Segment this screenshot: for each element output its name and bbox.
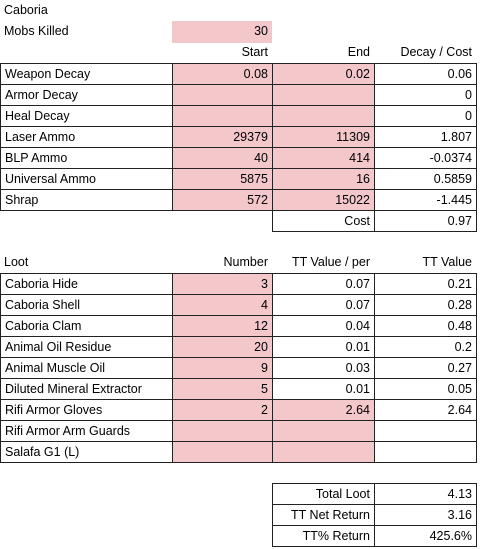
label: Mobs Killed — [4, 24, 69, 39]
value: 0.07 — [272, 273, 375, 296]
value: 0.21 — [374, 273, 477, 296]
value: -0.0374 — [374, 147, 477, 170]
column-header: TT Value — [422, 255, 472, 270]
row-label: Diluted Mineral Extractor — [0, 378, 173, 401]
value: 29379 — [172, 126, 273, 149]
column-header: Decay / Cost — [400, 45, 472, 60]
value: 20 — [172, 336, 273, 359]
value: 16 — [272, 168, 375, 191]
value: 0.28 — [374, 294, 477, 317]
value: 0.2 — [374, 336, 477, 359]
value: 5875 — [172, 168, 273, 191]
row-label: Caboria Hide — [0, 273, 173, 296]
value — [272, 105, 375, 128]
value: 3.16 — [374, 504, 477, 527]
value: 4 — [172, 294, 273, 317]
value — [374, 441, 477, 464]
value: -1.445 — [374, 189, 477, 212]
row-label: Caboria Clam — [0, 315, 173, 338]
value: 12 — [172, 315, 273, 338]
value: 0.03 — [272, 357, 375, 380]
column-header: Number — [223, 255, 268, 270]
value: 5 — [172, 378, 273, 401]
column-header: End — [347, 45, 370, 60]
label: Cost — [272, 210, 375, 233]
value: 0.02 — [272, 63, 375, 86]
value — [374, 420, 477, 443]
row-label: Heal Decay — [0, 105, 173, 128]
value — [172, 105, 273, 128]
value: 2.64 — [272, 399, 375, 422]
value: 40 — [172, 147, 273, 170]
value: 0 — [374, 105, 477, 128]
value — [272, 420, 375, 443]
label: Total Loot — [272, 483, 375, 506]
row-label: Universal Ammo — [0, 168, 173, 191]
row-label: Laser Ammo — [0, 126, 173, 149]
value: 0.01 — [272, 378, 375, 401]
label: TT% Return — [272, 525, 375, 548]
row-label: Animal Muscle Oil — [0, 357, 173, 380]
value: 0.06 — [374, 63, 477, 86]
row-label: Salafa G1 (L) — [0, 441, 173, 464]
column-header: TT Value / per — [291, 255, 370, 270]
value: 2.64 — [374, 399, 477, 422]
row-label: Armor Decay — [0, 84, 173, 107]
column-header: Loot — [4, 255, 29, 270]
value: 0.01 — [272, 336, 375, 359]
value: 11309 — [272, 126, 375, 149]
value — [272, 441, 375, 464]
sheet-title: Caboria — [4, 3, 48, 18]
row-label: Shrap — [0, 189, 173, 212]
value: 572 — [172, 189, 273, 212]
value: 0 — [374, 84, 477, 107]
value: 0.07 — [272, 294, 375, 317]
value: 30 — [172, 21, 272, 44]
row-label: Rifi Armor Arm Guards — [0, 420, 173, 443]
row-label: Caboria Shell — [0, 294, 173, 317]
value: 2 — [172, 399, 273, 422]
value — [272, 84, 375, 107]
value: 4.13 — [374, 483, 477, 506]
row-label: BLP Ammo — [0, 147, 173, 170]
value: 0.05 — [374, 378, 477, 401]
value: 0.5859 — [374, 168, 477, 191]
row-label: Weapon Decay — [0, 63, 173, 86]
value — [172, 420, 273, 443]
value — [172, 441, 273, 464]
value: 3 — [172, 273, 273, 296]
value: 0.97 — [374, 210, 477, 233]
value: 425.6% — [374, 525, 477, 548]
value: 0.04 — [272, 315, 375, 338]
column-header: Start — [241, 45, 268, 60]
value: 9 — [172, 357, 273, 380]
value: 0.48 — [374, 315, 477, 338]
row-label: Rifi Armor Gloves — [0, 399, 173, 422]
value — [172, 84, 273, 107]
value: 0.27 — [374, 357, 477, 380]
value: 1.807 — [374, 126, 477, 149]
value: 0.08 — [172, 63, 273, 86]
value: 414 — [272, 147, 375, 170]
row-label: Animal Oil Residue — [0, 336, 173, 359]
value: 15022 — [272, 189, 375, 212]
label: TT Net Return — [272, 504, 375, 527]
